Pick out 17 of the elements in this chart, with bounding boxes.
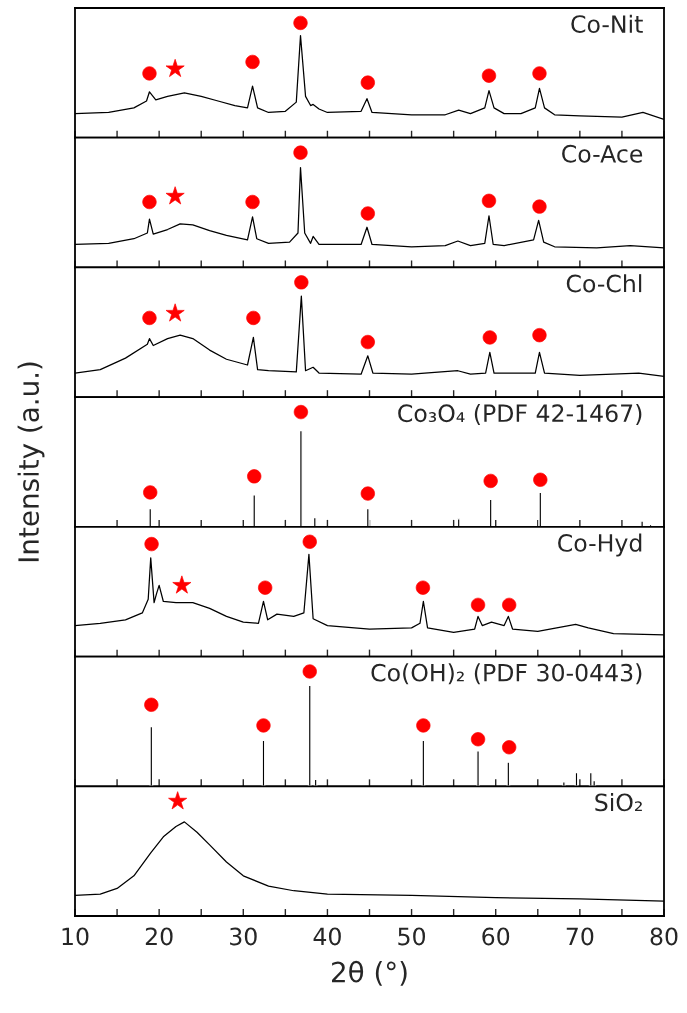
y-axis-title: Intensity (a.u.)	[17, 362, 45, 562]
annotation: Co-Nit	[571, 14, 643, 34]
x-tick-label: 40	[313, 927, 341, 946]
x-tick-label: 70	[566, 927, 594, 946]
x-tick-label: 10	[62, 927, 89, 946]
annotation: Co-Hyd	[558, 533, 642, 557]
x-tick-label: 60	[482, 927, 510, 946]
annotation: Co-Chl	[566, 274, 642, 293]
x-tick-label: 80	[650, 927, 678, 946]
x-tick-label: 20	[145, 927, 173, 946]
annotation: Co-Ace	[562, 144, 643, 163]
x-tick-label: 50	[398, 927, 426, 946]
annotation: Co(OH)₂ (PDF 30-0443)	[371, 663, 642, 685]
annotation: SiO₂	[595, 793, 642, 812]
x-axis-title: 2θ (°)	[332, 960, 407, 986]
annotation: Co₃O₄ (PDF 42-1467)	[398, 403, 642, 425]
x-tick-label: 30	[230, 927, 257, 946]
